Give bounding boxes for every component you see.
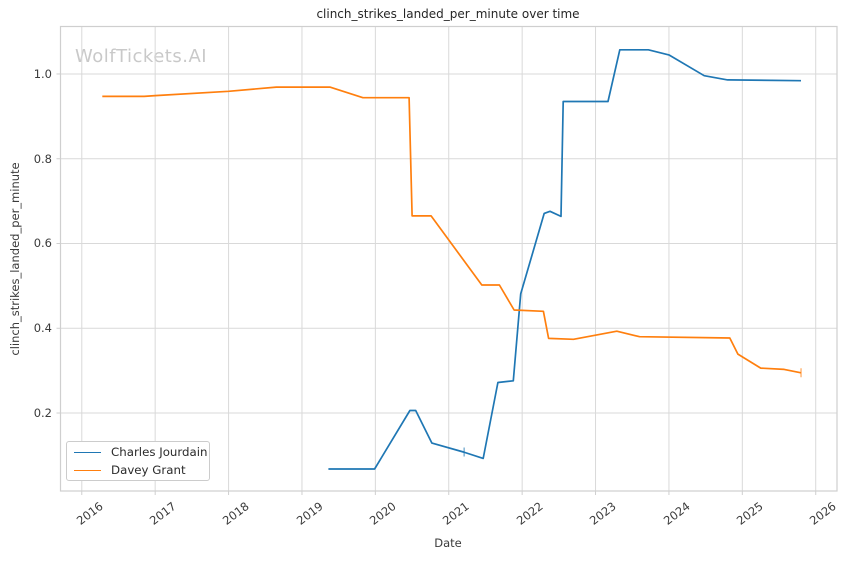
legend-item-charles-jourdain: Charles Jourdain: [67, 445, 209, 459]
legend-label: Davey Grant: [111, 463, 186, 477]
y-tick-label: 0.8: [33, 151, 52, 166]
legend-line-sample-blue: [74, 451, 101, 453]
legend-label: Charles Jourdain: [111, 445, 208, 459]
series-line-charles-jourdain: [328, 48, 802, 470]
watermark-text: WolfTickets.AI: [75, 46, 208, 67]
y-tick-label: 0.2: [33, 406, 52, 421]
legend: Charles Jourdain Davey Grant: [66, 441, 210, 481]
y-tick-label: 0.6: [33, 236, 52, 251]
x-axis-label: Date: [434, 536, 462, 550]
chart-title: clinch_strikes_landed_per_minute over ti…: [316, 7, 580, 21]
y-axis-label: clinch_strikes_landed_per_minute: [8, 162, 22, 356]
legend-item-davey-grant: Davey Grant: [67, 463, 209, 477]
y-tick-label: 1.0: [33, 66, 52, 81]
y-tick-label: 0.4: [33, 321, 52, 336]
series-line-davey-grant: [102, 86, 802, 374]
legend-line-sample-orange: [74, 469, 101, 471]
